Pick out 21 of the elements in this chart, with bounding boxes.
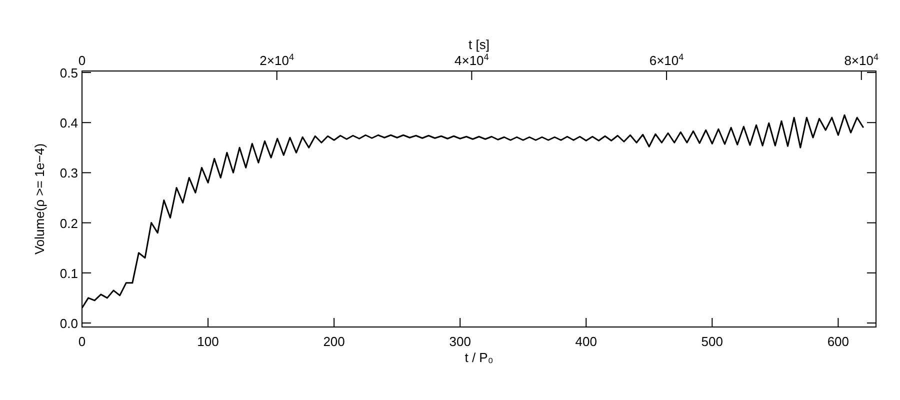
- y-tick-label: 0.5: [60, 66, 78, 81]
- y-tick-label: 0.2: [60, 216, 78, 231]
- y-tick-label: 0.0: [60, 316, 78, 331]
- x-tick-label: 200: [323, 334, 345, 349]
- x-axis-title: t / P₀: [464, 350, 494, 365]
- x-tick-label: 500: [701, 334, 724, 349]
- y-tick-label: 0.1: [60, 266, 78, 281]
- y-tick-label: 0.4: [60, 116, 78, 131]
- y-tick-label: 0.3: [60, 166, 78, 181]
- x-tick-label: 400: [575, 334, 597, 349]
- x-tick-label: 100: [197, 334, 219, 349]
- x2-tick-label: 8×10$^{4}$: [844, 52, 879, 68]
- x2-tick-label: 4×10$^{4}$: [454, 52, 489, 68]
- x2-tick-label: 0: [78, 53, 86, 68]
- y-axis-title: Volume(ρ >= 1e−4): [32, 143, 47, 255]
- x2-tick-label: 6×10$^{4}$: [649, 52, 684, 68]
- x-tick-label: 300: [449, 334, 471, 349]
- x2-tick-label: 2×10$^{4}$: [260, 52, 294, 68]
- x2-axis-title: t [s]: [468, 37, 490, 52]
- x-tick-label: 600: [827, 334, 850, 349]
- x-tick-label: 0: [78, 334, 86, 349]
